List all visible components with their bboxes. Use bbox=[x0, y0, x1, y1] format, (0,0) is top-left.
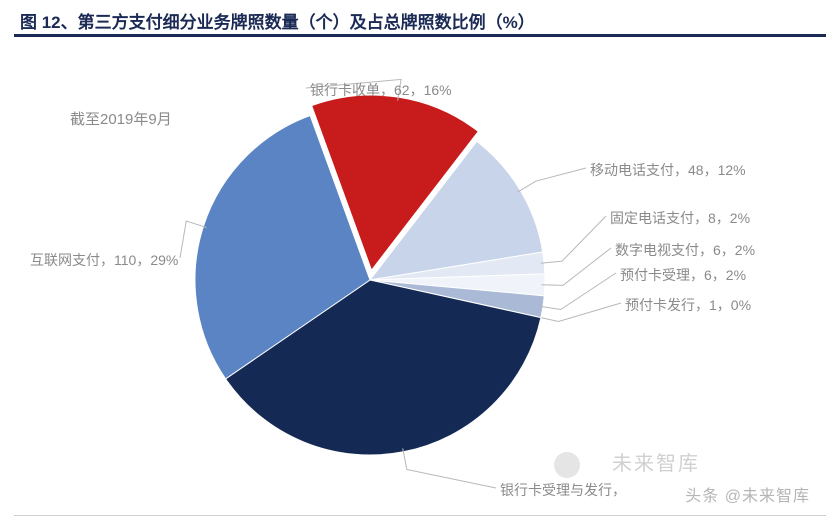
watermark-faint: 未来智库 bbox=[612, 447, 700, 476]
leader-line bbox=[517, 168, 586, 192]
leader-line bbox=[541, 248, 611, 285]
watermark-main: 头条 @未来智库 bbox=[685, 482, 810, 506]
slice-label: 固定电话支付，8，2% bbox=[610, 208, 750, 228]
watermark-logo bbox=[554, 452, 580, 478]
slice-label: 银行卡收单，62，16% bbox=[310, 80, 452, 100]
leader-line bbox=[403, 448, 496, 488]
leader-line bbox=[539, 273, 616, 310]
leader-line bbox=[537, 303, 621, 321]
slice-label: 预付卡受理，6，2% bbox=[620, 265, 746, 285]
slice-label: 预付卡发行，1，0% bbox=[625, 295, 751, 315]
leader-line bbox=[541, 216, 606, 263]
slice-label: 互联网支付，110，29% bbox=[30, 250, 178, 270]
slice-label: 银行卡受理与发行， bbox=[500, 480, 626, 500]
slice-label: 移动电话支付，48，12% bbox=[590, 160, 746, 180]
slice-label: 数字电视支付，6，2% bbox=[615, 240, 755, 260]
